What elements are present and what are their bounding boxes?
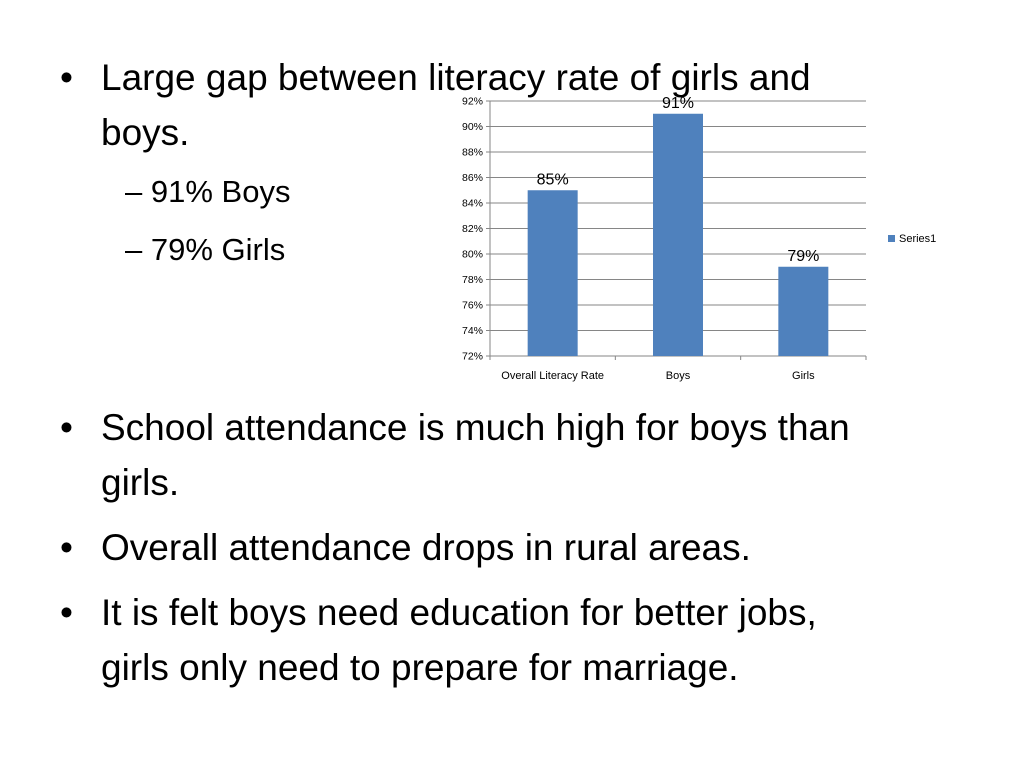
bullet-symbol: •: [60, 57, 73, 98]
bar: [653, 113, 703, 356]
y-tick-label: 88%: [462, 147, 483, 159]
bullet-symbol: •: [60, 592, 73, 633]
y-tick-label: 74%: [462, 325, 483, 337]
legend-swatch: [888, 235, 895, 242]
sub-bullet-item: – 91% Boys: [125, 172, 290, 212]
bar: [527, 190, 578, 356]
bullet-text: boys.: [101, 112, 190, 153]
sub-bullet-item: – 79% Girls: [125, 230, 285, 270]
y-tick-label: 72%: [462, 351, 483, 363]
bullet-text: It is felt boys need education for bette…: [101, 592, 817, 633]
bullet-text: School attendance is much high for boys …: [101, 407, 850, 448]
bullet-text: Large gap between literacy rate of girls…: [101, 57, 811, 98]
data-label: 79%: [787, 248, 819, 265]
bullet-symbol: •: [60, 527, 73, 568]
y-tick-label: 78%: [462, 274, 483, 286]
y-tick-label: 84%: [462, 198, 483, 210]
legend-label: Series1: [899, 233, 936, 245]
bullet-text: girls.: [101, 462, 180, 503]
sub-bullet-text: 79% Girls: [150, 232, 286, 267]
sub-bullet-symbol: –: [125, 232, 143, 267]
literacy-bar-chart: 72% 74% 76% 78% 80% 82% 84% 86% 88% 90% 92% 85% Over…: [462, 95, 936, 382]
y-tick-label: 90%: [462, 121, 483, 133]
bar: [778, 266, 829, 356]
y-tick-label: 92%: [462, 96, 483, 108]
y-tick-label: 76%: [462, 300, 483, 312]
x-tick-label: Girls: [792, 370, 815, 382]
x-tick-label: Overall Literacy Rate: [501, 370, 604, 382]
sub-bullet-symbol: –: [125, 174, 143, 209]
data-label: 85%: [537, 171, 569, 188]
bullet-symbol: •: [60, 407, 73, 448]
sub-bullet-text: 91% Boys: [150, 174, 291, 209]
bullet-text: Overall attendance drops in rural areas.: [101, 527, 751, 568]
y-tick-label: 80%: [462, 249, 483, 261]
bullet-text: girls only need to prepare for marriage.: [101, 647, 739, 688]
x-tick-label: Boys: [666, 370, 691, 382]
data-label: 91%: [662, 95, 694, 112]
y-tick-label: 82%: [462, 223, 483, 235]
y-tick-label: 86%: [462, 172, 483, 184]
